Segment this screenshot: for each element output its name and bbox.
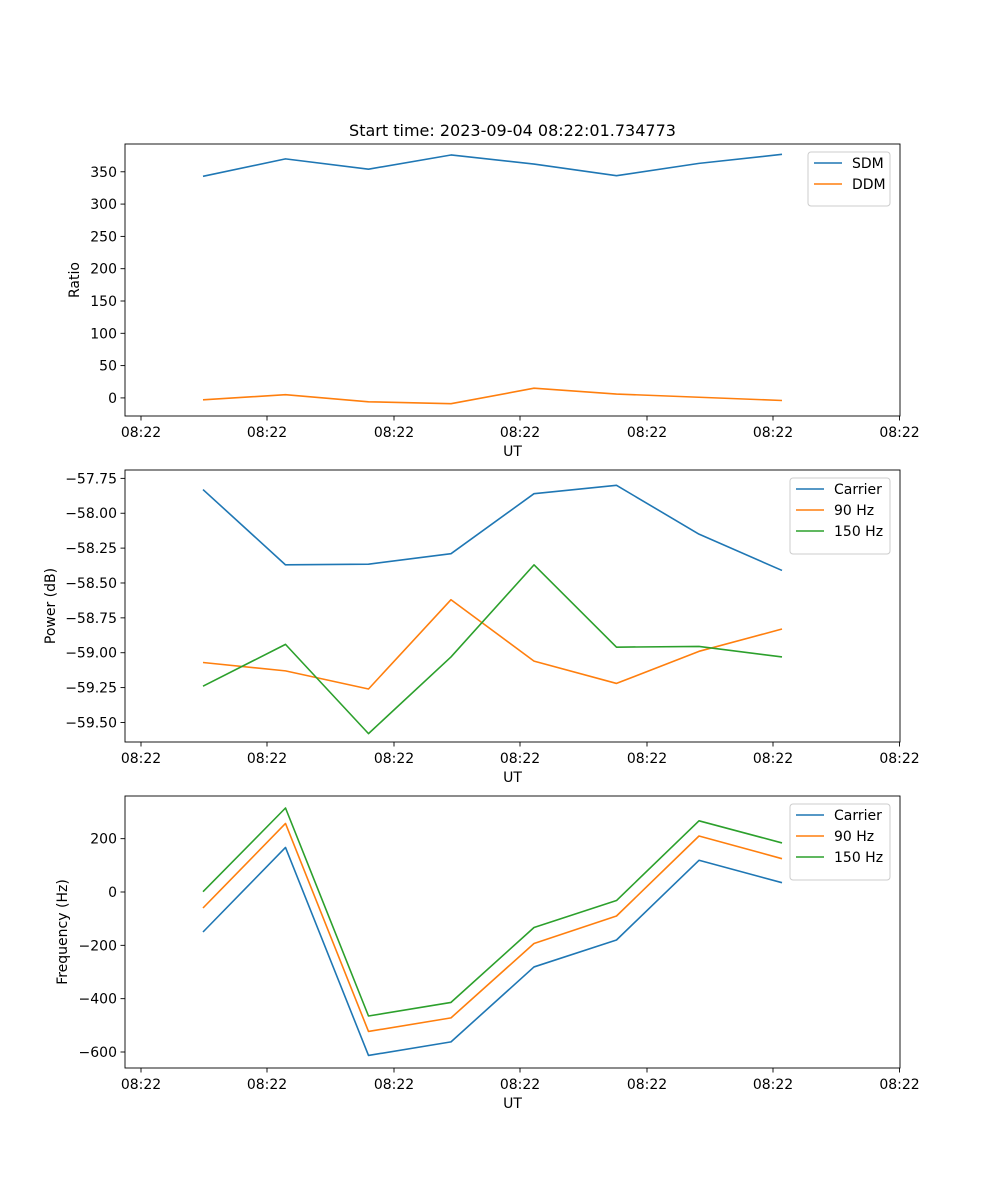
- series-line-carrier: [202, 846, 783, 1057]
- y-tick-label: 150: [90, 294, 117, 310]
- x-tick-label: 08:22: [879, 751, 919, 767]
- legend-box: [807, 151, 891, 207]
- x-tick-label: 08:22: [753, 751, 793, 767]
- y-tick-label: −400: [79, 992, 117, 1008]
- y-tick-label: 50: [99, 359, 117, 375]
- series-line-90-hz: [202, 598, 783, 690]
- legend-box: [789, 803, 891, 881]
- y-tick-label: −58.75: [65, 611, 117, 627]
- y-axis-label: Power (dB): [43, 568, 59, 644]
- series-line-sdm: [202, 153, 783, 178]
- legend-label: Carrier: [834, 808, 882, 824]
- legend-label: DDM: [852, 177, 886, 193]
- x-tick-label: 08:22: [879, 425, 919, 441]
- x-tick-label: 08:22: [879, 1077, 919, 1093]
- y-tick-label: 100: [90, 326, 117, 342]
- y-tick-label: 0: [108, 885, 117, 901]
- ratio-axes-frame: [124, 143, 901, 417]
- chart-title: Start time: 2023-09-04 08:22:01.734773: [349, 121, 676, 140]
- x-tick-label: 08:22: [247, 1077, 287, 1093]
- frequency-panel: 08:22 08:22 08:22 08:22 08:22 08:22 08:22−600−…: [55, 795, 920, 1112]
- legend: Carrier 90 Hz 150 Hz: [789, 477, 891, 555]
- y-tick-label: −57.75: [65, 471, 117, 487]
- x-tick-label: 08:22: [374, 751, 414, 767]
- y-tick-label: 200: [90, 832, 117, 848]
- y-tick-label: −58.25: [65, 541, 117, 557]
- legend-label: SDM: [852, 156, 884, 172]
- legend-label: 90 Hz: [834, 829, 874, 845]
- y-tick-label: 0: [108, 391, 117, 407]
- x-tick-label: 08:22: [374, 1077, 414, 1093]
- y-tick-label: −200: [79, 938, 117, 954]
- series-line-150-hz: [202, 807, 783, 1017]
- y-tick-label: 250: [90, 229, 117, 245]
- x-tick-label: 08:22: [121, 425, 161, 441]
- legend-label: 150 Hz: [834, 524, 883, 540]
- ratio-panel: 08:22 08:22 08:22 08:22 08:22 08:22 08:22 0 50 10…: [67, 143, 920, 460]
- x-tick-label: 08:22: [627, 751, 667, 767]
- power-panel: 08:22 08:22 08:22 08:22 08:22 08:22 08:22 −59.5…: [43, 469, 920, 786]
- x-axis-label: UT: [503, 444, 522, 460]
- legend-label: Carrier: [834, 482, 882, 498]
- x-tick-label: 08:22: [627, 425, 667, 441]
- y-axis-label: Frequency (Hz): [55, 879, 71, 985]
- legend: Carrier 90 Hz 150 Hz: [789, 803, 891, 881]
- series-line-carrier: [202, 484, 783, 572]
- x-tick-label: 08:22: [121, 751, 161, 767]
- x-tick-label: 08:22: [627, 1077, 667, 1093]
- legend-label: 150 Hz: [834, 850, 883, 866]
- y-tick-label: 350: [90, 165, 117, 181]
- x-tick-label: 08:22: [753, 425, 793, 441]
- y-tick-label: −59.50: [65, 715, 117, 731]
- y-tick-label: −58.00: [65, 506, 117, 522]
- x-tick-label: 08:22: [500, 1077, 540, 1093]
- x-tick-label: 08:22: [121, 1077, 161, 1093]
- y-axis-label: Ratio: [67, 262, 83, 298]
- y-tick-label: −59.25: [65, 681, 117, 697]
- y-tick-label: −58.50: [65, 576, 117, 592]
- x-tick-label: 08:22: [247, 425, 287, 441]
- series-line-ddm: [202, 387, 783, 405]
- series-line-150-hz: [202, 564, 783, 735]
- y-tick-label: 200: [90, 262, 117, 278]
- x-tick-label: 08:22: [753, 1077, 793, 1093]
- legend: SDM DDM: [807, 151, 891, 207]
- y-tick-label: −59.00: [65, 646, 117, 662]
- x-tick-label: 08:22: [374, 425, 414, 441]
- legend-box: [789, 477, 891, 555]
- x-axis-label: UT: [503, 1096, 522, 1112]
- legend-label: 90 Hz: [834, 503, 874, 519]
- series-line-90-hz: [202, 822, 783, 1033]
- frequency-axes-frame: [124, 795, 901, 1069]
- y-tick-label: −600: [79, 1045, 117, 1061]
- power-axes-frame: [124, 469, 901, 743]
- x-axis-label: UT: [503, 770, 522, 786]
- y-tick-label: 300: [90, 197, 117, 213]
- x-tick-label: 08:22: [500, 751, 540, 767]
- x-tick-label: 08:22: [500, 425, 540, 441]
- x-tick-label: 08:22: [247, 751, 287, 767]
